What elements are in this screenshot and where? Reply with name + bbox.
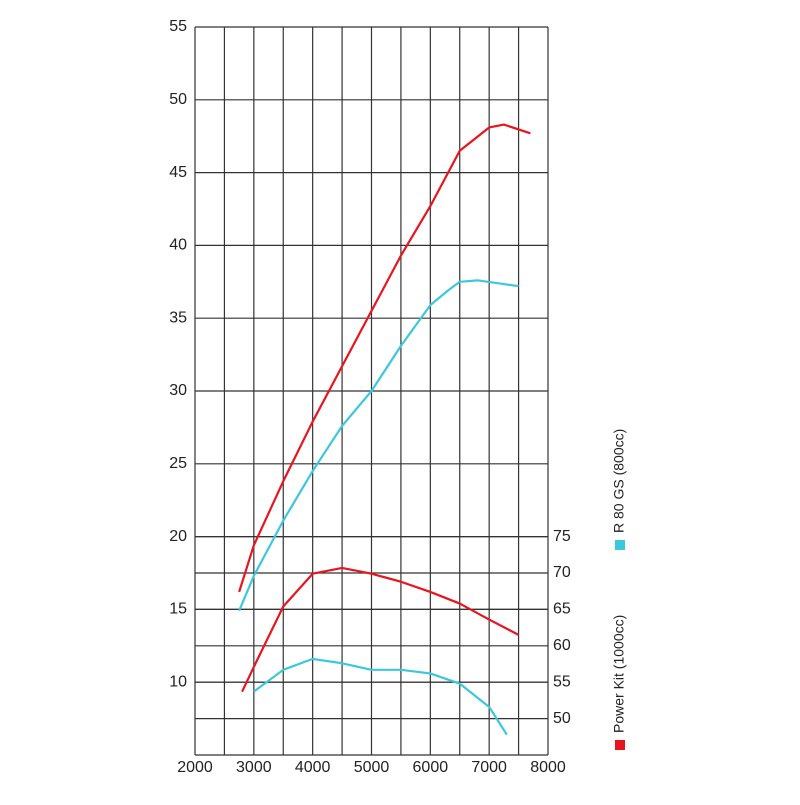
y2-tick-label: 70 (553, 564, 571, 581)
y-tick-label: 55 (169, 18, 187, 35)
y-tick-label: 10 (169, 673, 187, 690)
x-tick-label: 8000 (530, 759, 566, 776)
y2-tick-label: 60 (553, 637, 571, 654)
y-tick-label: 35 (169, 309, 187, 326)
x-tick-label: 4000 (295, 759, 331, 776)
y-tick-label: 50 (169, 91, 187, 108)
legend-item: R 80 GS (800cc) (611, 429, 627, 550)
series-line (241, 566, 520, 693)
series-line (238, 279, 519, 612)
legend-label: R 80 GS (800cc) (611, 429, 627, 533)
x-tick-label: 3000 (236, 759, 272, 776)
x-tick-label: 7000 (471, 759, 507, 776)
x-tick-label: 2000 (177, 759, 213, 776)
y-tick-label: 30 (169, 382, 187, 399)
y-tick-label: 40 (169, 237, 187, 254)
series-line (253, 657, 508, 736)
y2-tick-label: 55 (553, 673, 571, 690)
y-tick-label: 20 (169, 528, 187, 545)
x-tick-label: 5000 (354, 759, 390, 776)
y2-tick-label: 50 (553, 710, 571, 727)
y-tick-label: 45 (169, 164, 187, 181)
y2-tick-label: 65 (553, 601, 571, 618)
legend-swatch (615, 540, 625, 550)
y-tick-label: 15 (169, 601, 187, 618)
series-line (238, 123, 531, 593)
x-tick-label: 6000 (413, 759, 449, 776)
legend-label: Power Kit (1000cc) (611, 615, 627, 733)
legend-item: Power Kit (1000cc) (611, 615, 627, 750)
legend-swatch (615, 740, 625, 750)
y2-tick-label: 75 (553, 528, 571, 545)
y-tick-label: 25 (169, 455, 187, 472)
